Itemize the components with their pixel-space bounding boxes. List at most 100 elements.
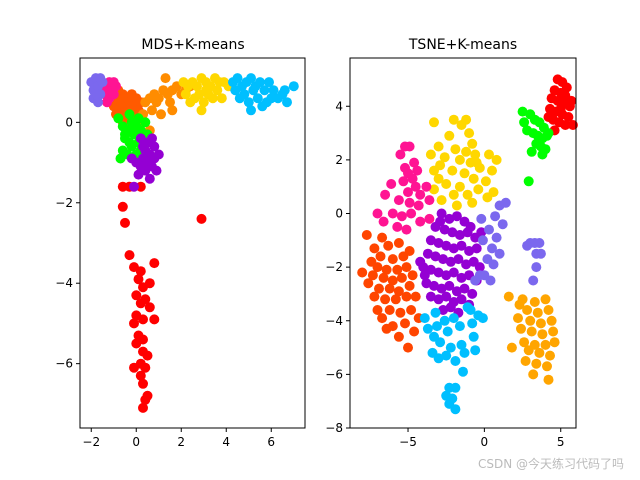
scatter-point [454, 230, 465, 240]
scatter-point [476, 213, 487, 224]
scatter-point [108, 89, 119, 100]
scatter-point [545, 350, 555, 361]
scatter-point [142, 350, 153, 361]
y-tick-label: −8 [325, 421, 343, 435]
scatter-point [115, 153, 126, 164]
scatter-point [429, 331, 439, 342]
scatter-point [393, 331, 404, 342]
x-tick-label: 2 [177, 435, 185, 449]
scatter-point [447, 227, 458, 238]
scatter-point [506, 342, 517, 353]
scatter-point [454, 321, 465, 332]
scatter-point [185, 97, 196, 108]
tsne-chart-title: TSNE+K-means [408, 37, 517, 53]
scatter-point [454, 154, 465, 165]
scatter-point [540, 339, 551, 350]
scatter-point [361, 230, 372, 240]
scatter-point [444, 213, 455, 224]
scatter-point [264, 77, 274, 88]
scatter-point [381, 264, 392, 275]
scatter-point [456, 240, 467, 251]
scatter-point [422, 323, 433, 334]
scatter-point [395, 149, 406, 160]
scatter-point [470, 275, 481, 286]
mds-cluster-purple [126, 133, 164, 192]
scatter-point [147, 133, 157, 144]
scatter-point [135, 370, 146, 381]
scatter-point [255, 77, 265, 88]
scatter-point [441, 270, 452, 281]
scatter-point [138, 141, 148, 152]
scatter-point [393, 195, 404, 206]
scatter-point [522, 305, 533, 315]
scatter-point [406, 305, 417, 315]
scatter-point [503, 291, 514, 302]
scatter-point [491, 232, 502, 243]
scatter-point [534, 347, 545, 358]
y-tick-label: −4 [55, 276, 73, 290]
scatter-point [480, 176, 491, 187]
scatter-point [149, 141, 160, 152]
scatter-point [248, 85, 259, 96]
y-tick-label: 4 [335, 99, 343, 113]
scatter-point [412, 165, 423, 176]
scatter-point [445, 256, 456, 267]
scatter-point [198, 97, 209, 108]
scatter-point [419, 313, 430, 324]
x-tick-label: −2 [82, 435, 100, 449]
mds-kmeans-chart: MDS+K-means −2 0 2 4 6 0 −2 −4 −6 [55, 37, 306, 449]
scatter-point [395, 307, 406, 318]
scatter-point [442, 326, 453, 337]
scatter-point [108, 77, 119, 88]
scatter-point [430, 307, 441, 318]
scatter-point [429, 280, 439, 291]
x-tick-label: 0 [481, 435, 489, 449]
scatter-point [421, 181, 432, 192]
scatter-point [380, 189, 391, 200]
scatter-point [444, 382, 455, 393]
scatter-point [196, 105, 207, 116]
scatter-point [436, 283, 447, 294]
scatter-point [147, 105, 157, 116]
mds-chart-title: MDS+K-means [141, 37, 244, 53]
scatter-point [467, 197, 478, 208]
scatter-point [433, 238, 444, 248]
scatter-point [513, 313, 523, 324]
scatter-point [548, 326, 559, 337]
scatter-point [129, 362, 139, 373]
scatter-point [438, 254, 449, 265]
scatter-point [390, 294, 401, 305]
scatter-point [529, 297, 540, 307]
scatter-point [144, 173, 155, 184]
scatter-point [523, 176, 534, 187]
scatter-point [477, 313, 488, 324]
scatter-point [439, 152, 450, 163]
scatter-point [424, 195, 435, 206]
scatter-point [102, 97, 112, 108]
y-tick-label: −4 [325, 314, 343, 328]
mds-plot-frame [79, 57, 306, 429]
scatter-point [424, 213, 435, 224]
scatter-point [537, 149, 548, 160]
scatter-point [404, 280, 415, 291]
scatter-point [471, 243, 482, 254]
scatter-point [288, 81, 299, 92]
scatter-point [461, 259, 472, 270]
scatter-point [453, 254, 464, 265]
scatter-point [471, 157, 482, 168]
scatter-point [403, 342, 413, 353]
scatter-point [490, 211, 501, 222]
scatter-point [474, 262, 485, 273]
scatter-point [462, 189, 473, 200]
scatter-point [451, 286, 462, 297]
scatter-point [407, 270, 418, 281]
tsne-x-ticks: −5 0 5 [399, 428, 565, 449]
mds-cluster-sky-blue [228, 73, 299, 116]
scatter-point [543, 305, 554, 315]
scatter-point [120, 129, 130, 140]
y-tick-label: −2 [55, 196, 73, 210]
scatter-point [129, 181, 139, 192]
scatter-point [404, 197, 415, 208]
x-tick-label: 5 [557, 435, 565, 449]
scatter-point [160, 73, 171, 84]
